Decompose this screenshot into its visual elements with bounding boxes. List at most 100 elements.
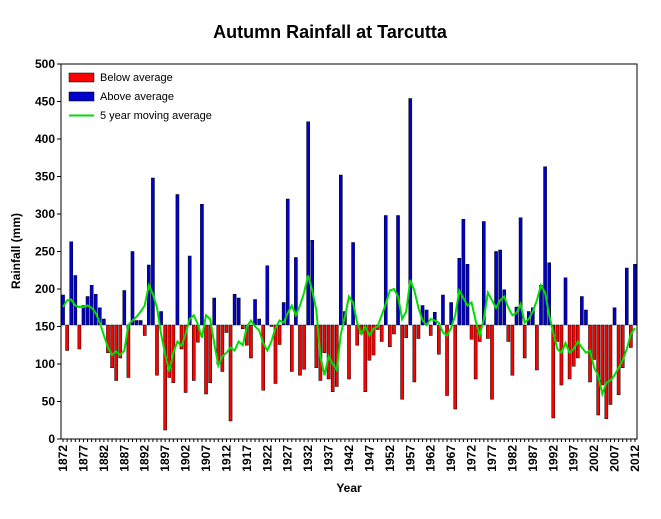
x-tick-label: 1892 [138, 445, 152, 472]
bar-below-average [298, 324, 302, 376]
bar-below-average [522, 324, 527, 359]
bar-above-average [285, 198, 290, 326]
x-tick-label: 1922 [260, 445, 274, 472]
x-tick-label: 1977 [485, 445, 499, 472]
x-tick-label: 1897 [158, 445, 172, 472]
bar-below-average [322, 324, 327, 353]
y-tick-label: 350 [35, 170, 55, 184]
bar-above-average [85, 296, 90, 326]
x-tick-label: 1992 [546, 445, 560, 472]
bar-above-average [432, 312, 437, 326]
bar-below-average [204, 324, 208, 395]
bar-below-average [535, 324, 539, 371]
bar-below-average [302, 324, 306, 370]
bar-below-average [269, 324, 274, 327]
bar-above-average [61, 294, 65, 326]
y-tick-label: 400 [35, 132, 55, 146]
bar-below-average [249, 324, 253, 359]
x-tick-label: 1872 [56, 445, 70, 472]
bar-below-average [473, 324, 478, 380]
bar-below-average [437, 324, 441, 355]
bar-above-average [253, 299, 257, 326]
bar-above-average [151, 177, 155, 326]
bar-above-average [200, 204, 204, 326]
bar-below-average [167, 324, 172, 378]
x-tick-label: 1912 [219, 445, 233, 472]
bar-above-average [294, 257, 298, 326]
x-tick-label: 1927 [281, 445, 295, 472]
x-tick-label: 2007 [608, 445, 622, 472]
bar-below-average [220, 324, 225, 372]
bar-below-average [314, 324, 319, 368]
bar-below-average [65, 324, 69, 351]
bar-above-average [138, 320, 143, 326]
y-tick-label: 0 [48, 432, 55, 446]
bar-below-average [363, 324, 368, 392]
bar-below-average [620, 324, 625, 368]
bar-above-average [502, 289, 507, 326]
bar-below-average [592, 324, 596, 360]
bar-below-average [412, 324, 417, 383]
x-tick-label: 2012 [628, 445, 642, 472]
x-tick-label: 1962 [424, 445, 438, 472]
bar-above-average [212, 297, 216, 326]
bar-below-average [551, 324, 556, 419]
bar-below-average [469, 324, 474, 340]
bar-above-average [306, 121, 310, 326]
bar-above-average [498, 249, 502, 326]
bar-above-average [514, 306, 519, 326]
bar-below-average [163, 324, 167, 431]
y-tick-label: 200 [35, 282, 55, 296]
x-tick-label: 1917 [240, 445, 254, 472]
bar-below-average [240, 324, 245, 329]
bar-below-average [616, 324, 621, 395]
bar-below-average [228, 324, 233, 422]
x-tick-label: 1952 [383, 445, 397, 472]
bar-above-average [130, 251, 135, 326]
bar-above-average [257, 318, 261, 326]
x-axis-label: Year [336, 481, 362, 495]
bar-above-average [396, 215, 400, 326]
bar-above-average [265, 265, 270, 326]
legend-label: Above average [100, 91, 174, 103]
bar-above-average [89, 285, 94, 326]
bar-below-average [604, 324, 609, 419]
bar-below-average [273, 324, 278, 384]
bar-above-average [624, 267, 629, 326]
bar-below-average [183, 324, 188, 393]
y-tick-label: 500 [35, 57, 55, 71]
bar-below-average [261, 324, 266, 391]
y-axis-label: Rainfall (mm) [9, 213, 23, 289]
y-tick-label: 150 [35, 320, 55, 334]
bar-above-average [408, 98, 413, 326]
bar-below-average [290, 324, 294, 372]
bar-below-average [510, 324, 515, 376]
bar-below-average [453, 324, 458, 410]
bar-above-average [441, 294, 445, 326]
bar-above-average [69, 241, 74, 326]
bar-above-average [494, 251, 498, 326]
bar-below-average [506, 324, 511, 342]
bar-above-average [93, 294, 98, 326]
bar-below-average [77, 324, 82, 350]
x-tick-label: 1987 [526, 445, 540, 472]
bar-below-average [118, 324, 123, 359]
bar-above-average [383, 215, 388, 326]
bar-above-average [175, 194, 180, 326]
legend-label: 5 year moving average [100, 110, 212, 122]
bar-below-average [330, 324, 335, 392]
bar-above-average [187, 255, 192, 326]
x-tick-label: 1942 [342, 445, 356, 472]
bar-above-average [122, 290, 127, 326]
bar-below-average [224, 324, 229, 333]
bar-below-average [490, 324, 494, 400]
bar-below-average [555, 324, 560, 342]
bar-below-average [404, 324, 408, 338]
bar-below-average [416, 324, 421, 339]
bar-below-average [208, 324, 212, 383]
legend-label: Below average [100, 72, 173, 84]
x-tick-label: 1907 [199, 445, 213, 472]
x-tick-label: 2002 [587, 445, 601, 472]
bar-below-average [179, 324, 184, 350]
